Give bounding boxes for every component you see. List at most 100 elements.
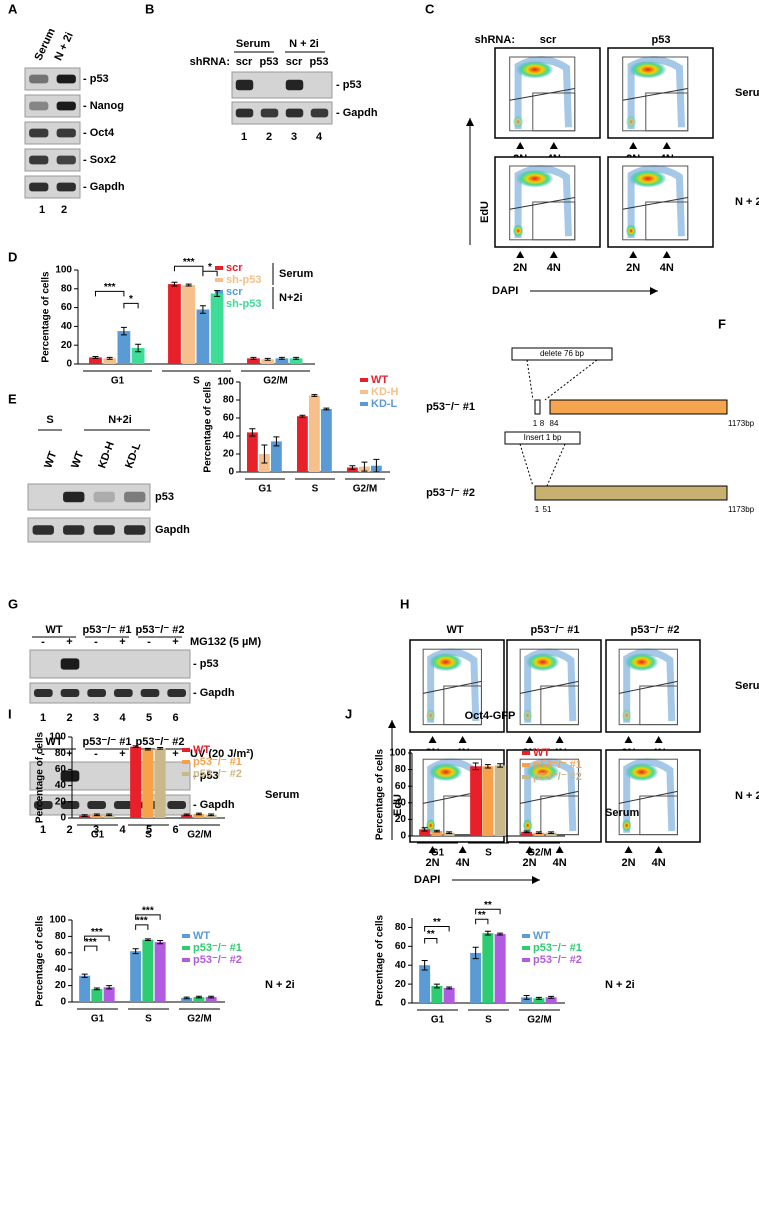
sign: + [172, 636, 178, 648]
error-bar [497, 763, 504, 768]
gate [443, 795, 482, 836]
error-bar [421, 827, 428, 832]
sign: - [94, 748, 98, 760]
lane-header: p53 [310, 56, 329, 68]
arrow-head [650, 287, 658, 295]
flow-density [629, 169, 667, 188]
lane-header: KD-H [96, 440, 117, 470]
group-label: WT [45, 736, 62, 748]
error-bar [433, 983, 440, 989]
condition-label: Serum [265, 789, 299, 801]
bar [181, 997, 193, 1002]
bar [193, 997, 205, 1002]
significance-bracket [475, 908, 501, 915]
error-bar [132, 948, 139, 955]
bar [205, 814, 217, 818]
error-bar [157, 940, 164, 945]
significance-label: ** [433, 917, 441, 928]
x-tick-label: G1 [431, 848, 445, 859]
error-bar [299, 414, 306, 418]
bar [521, 997, 533, 1003]
dotted-guide [546, 443, 566, 487]
gate [645, 92, 689, 132]
blot-background [29, 649, 191, 679]
bar [103, 814, 115, 818]
blot-band [124, 491, 146, 503]
significance-bracket [135, 914, 161, 920]
x-tick-label: G1 [258, 484, 272, 495]
bar [131, 348, 145, 364]
sign: + [119, 636, 125, 648]
legend-swatch [182, 760, 190, 764]
legend-label: WT [193, 930, 210, 942]
gate [639, 685, 678, 726]
gate-arrow [624, 736, 633, 743]
gate-arrow [525, 736, 534, 743]
error-bar [93, 813, 100, 817]
y-tick-label: 20 [223, 449, 235, 460]
column-label: WT [446, 624, 463, 636]
flow-density [624, 762, 659, 782]
bar [482, 766, 494, 836]
flow-density [428, 652, 463, 672]
position-label: 51 [543, 505, 552, 514]
legend-label: p53⁻/⁻ #2 [193, 954, 242, 966]
blot-band [87, 801, 106, 809]
bar [205, 997, 217, 1002]
gate-arrow [629, 142, 638, 149]
sign: + [119, 748, 125, 760]
blot-band [34, 689, 53, 697]
flow-density [516, 169, 554, 188]
legend-label: sh-p53 [226, 274, 261, 286]
error-bar [497, 932, 504, 936]
annotation-box [511, 347, 613, 361]
bar [103, 987, 115, 1002]
blot-band [93, 525, 115, 535]
significance-label: *** [91, 927, 103, 938]
legend-label: KD-H [371, 386, 399, 398]
position-label: 1 [533, 419, 538, 428]
bar [103, 358, 117, 364]
gate-line [619, 790, 678, 804]
band-label: - p53 [336, 79, 362, 91]
x-tick-label: G1 [91, 830, 105, 841]
y-tick-label: 0 [400, 998, 406, 1009]
legend-swatch [522, 946, 530, 950]
row-label: Serum [735, 87, 759, 99]
y-tick-label: 60 [61, 302, 73, 313]
blot-background [24, 148, 81, 172]
significance-label: *** [136, 916, 148, 927]
significance-label: *** [142, 906, 154, 917]
y-tick-label: 20 [55, 796, 67, 807]
flow-density [522, 819, 533, 832]
blot-band [167, 689, 186, 697]
error-bar [208, 813, 215, 817]
legend-label: p53⁻/⁻ #1 [533, 759, 582, 771]
y-tick-label: 100 [389, 748, 406, 759]
error-bar [446, 831, 453, 835]
axis-label: DAPI [492, 285, 518, 297]
gate-arrow [428, 736, 437, 743]
y-tick-label: 40 [395, 960, 407, 971]
bar [419, 829, 431, 836]
bar [130, 746, 142, 818]
legend-swatch [182, 748, 190, 752]
error-bar [523, 994, 530, 1000]
blot-band [60, 689, 80, 697]
blot-band [60, 801, 80, 809]
error-bar [144, 938, 151, 941]
gate-line [423, 680, 482, 694]
x-tick-label: S [312, 484, 319, 495]
gate-arrow [654, 736, 663, 743]
blot-band [60, 658, 80, 670]
error-bar [433, 829, 440, 833]
lane-number: 6 [172, 824, 178, 836]
gate [532, 92, 576, 132]
panel-letter: B [145, 1, 154, 16]
significance-bracket [424, 938, 438, 944]
panel-letter: I [8, 706, 12, 721]
panel-letter: D [8, 249, 17, 264]
y-tick-label: 0 [60, 997, 66, 1008]
x-tick-label: S [193, 376, 200, 387]
error-bar [106, 813, 113, 817]
